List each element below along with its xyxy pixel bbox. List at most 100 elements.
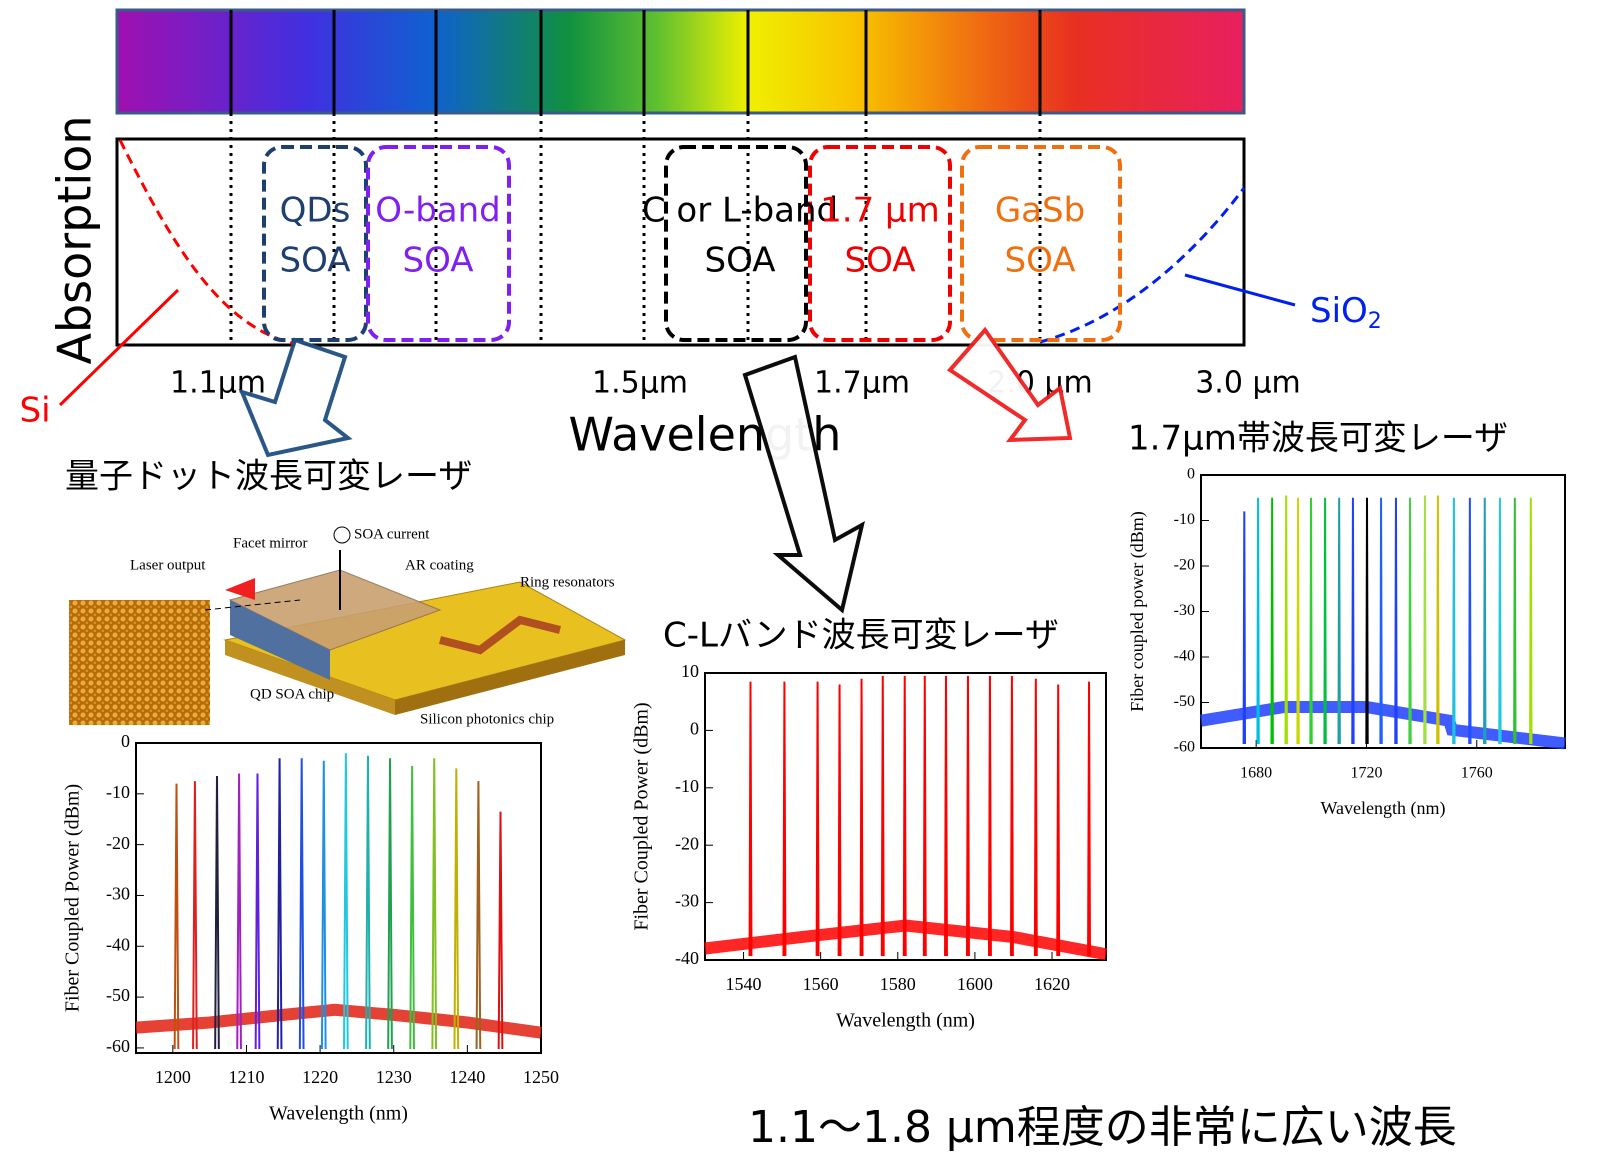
soa-boxes — [264, 147, 1120, 340]
y-tick-label: -60 — [106, 1036, 130, 1056]
peak — [1514, 498, 1515, 744]
peak — [861, 679, 863, 956]
x-tick-label: 1230 — [376, 1067, 412, 1087]
si-label: Si — [19, 391, 50, 431]
photo-label: Ring resonators — [520, 574, 615, 590]
peak — [1286, 495, 1287, 744]
x-tick-label: 1240 — [449, 1067, 485, 1087]
peak — [1530, 498, 1531, 744]
x-axis-label: Wavelength (nm) — [269, 1103, 408, 1125]
photo-label: QD SOA chip — [250, 686, 334, 702]
peak — [1366, 498, 1367, 744]
x-tick-label: 1720 — [1350, 765, 1382, 782]
sio2-pointer — [1185, 275, 1295, 305]
y-tick-label: -10 — [106, 782, 130, 802]
y-tick-label: -30 — [106, 884, 130, 904]
peak — [366, 756, 370, 1049]
photo-label: Facet mirror — [233, 535, 308, 551]
peak — [1484, 498, 1485, 744]
sio2-sub: 2 — [1368, 309, 1382, 334]
peak — [1338, 498, 1339, 744]
peak — [924, 676, 926, 956]
y-tick-label: -30 — [1174, 602, 1195, 619]
spectrum-bar — [117, 10, 1244, 113]
si-curve — [120, 140, 300, 345]
peak — [1499, 498, 1500, 744]
y-tick-label: -20 — [675, 833, 699, 853]
peak — [904, 676, 906, 956]
figure: QDs SOA O-band SOA C or L-band SOA 1.7 μ… — [0, 0, 1609, 1156]
y-tick-label: -10 — [675, 776, 699, 796]
peak — [1409, 498, 1410, 744]
soa-labels: QDs SOA O-band SOA C or L-band SOA 1.7 μ… — [279, 191, 1085, 281]
x-tick-label: 1680 — [1240, 765, 1272, 782]
absorption-label: Absorption — [48, 115, 102, 364]
x-axis-label: Wavelength (nm) — [836, 1010, 975, 1032]
peak — [300, 758, 304, 1049]
soa-label: SOA — [402, 241, 473, 281]
peak — [1324, 498, 1325, 744]
peak — [882, 676, 884, 956]
x-tick-label: 1620 — [1034, 974, 1070, 994]
wavelength-mark: 1.5μm — [592, 366, 688, 401]
x-axis-label: Wavelength (nm) — [1320, 798, 1445, 819]
soa-label: GaSb — [995, 191, 1085, 231]
sio2-label: SiO2 — [1310, 291, 1382, 335]
y-tick-label: -30 — [675, 891, 699, 911]
wavelength-mark: 1.7μm — [814, 366, 910, 401]
x-tick-label: 1210 — [228, 1067, 264, 1087]
peak — [1310, 498, 1311, 744]
peak — [1437, 495, 1438, 744]
y-tick-label: -60 — [1174, 739, 1195, 756]
peak — [432, 758, 436, 1049]
footer: 1.1～1.8 μm程度の非常に広い波長 — [748, 1102, 1457, 1153]
peak — [967, 676, 969, 956]
page: QDs SOA O-band SOA C or L-band SOA 1.7 μ… — [0, 0, 1609, 1156]
peak — [278, 758, 282, 1049]
chart-title: 1.7μm帯波長可変レーザ — [1128, 419, 1508, 459]
x-tick-label: 1540 — [726, 974, 762, 994]
sio2-main: SiO — [1310, 291, 1368, 331]
y-axis-label: Fiber Coupled Power (dBm) — [62, 784, 84, 1012]
peak — [783, 682, 785, 956]
peak — [1380, 498, 1381, 744]
x-tick-label: 1600 — [957, 974, 993, 994]
photo-label: AR coating — [405, 557, 474, 573]
y-axis-label: Fiber coupled power (dBm) — [1127, 511, 1148, 711]
noise-floor — [1201, 707, 1565, 743]
peak — [839, 684, 841, 956]
photo-label: Silicon photonics chip — [420, 711, 554, 727]
peak — [454, 768, 458, 1049]
y-tick-label: 0 — [1187, 466, 1195, 483]
x-tick-label: 1580 — [880, 974, 916, 994]
y-tick-label: -50 — [1174, 693, 1195, 710]
soa-label: SOA — [844, 241, 915, 281]
soa-label: SOA — [279, 241, 350, 281]
photo-label: SOA current — [354, 526, 430, 542]
x-tick-label: 1760 — [1461, 765, 1493, 782]
peak — [1035, 679, 1037, 956]
wavelength-mark: 3.0 μm — [1195, 366, 1301, 401]
peak — [477, 781, 481, 1049]
x-tick-label: 1220 — [302, 1067, 338, 1087]
peak — [1453, 498, 1454, 744]
y-tick-label: -20 — [1174, 557, 1195, 574]
peak — [750, 682, 752, 956]
y-tick-label: -40 — [675, 948, 699, 968]
chart-title: 量子ドット波長可変レーザ — [65, 457, 472, 497]
soa-label: QDs — [280, 191, 351, 231]
peak — [945, 676, 947, 956]
peak — [817, 682, 819, 956]
peak — [1088, 682, 1090, 956]
soa-label: C or L-band — [642, 191, 838, 231]
peak — [1395, 498, 1396, 744]
soa-label: SOA — [704, 241, 775, 281]
y-tick-label: -40 — [106, 934, 130, 954]
y-tick-label: -10 — [1174, 511, 1195, 528]
chart-title: C-Lバンド波長可変レーザ — [663, 616, 1059, 656]
soa-label: SOA — [1004, 241, 1075, 281]
y-tick-label: 0 — [690, 719, 699, 739]
y-tick-label: 0 — [121, 731, 130, 751]
peak — [1424, 495, 1425, 744]
y-tick-label: 10 — [681, 661, 699, 681]
